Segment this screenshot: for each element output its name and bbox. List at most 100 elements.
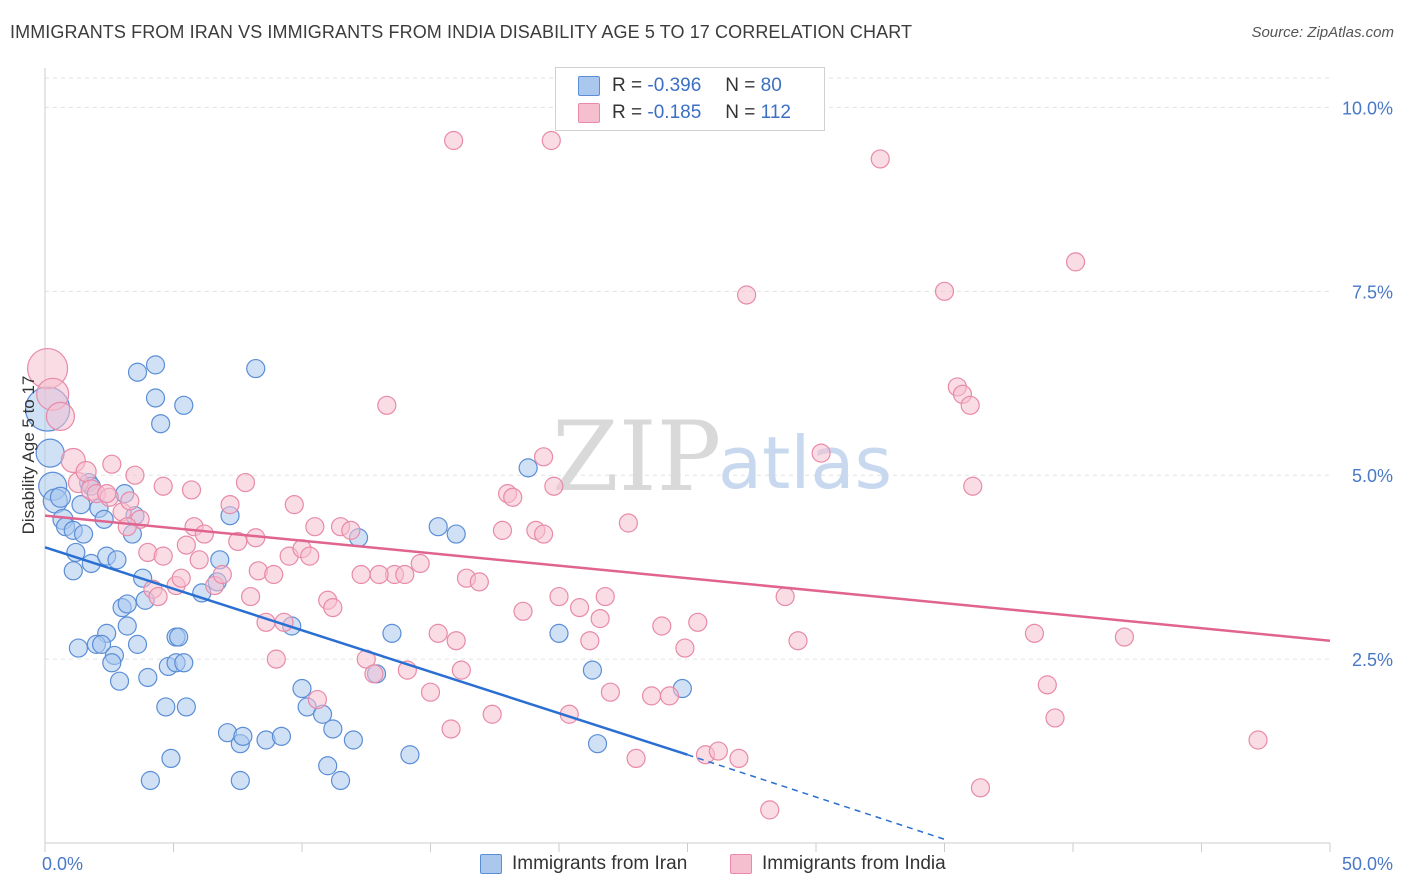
iran-point bbox=[102, 653, 122, 673]
india-point bbox=[533, 447, 554, 467]
india-point bbox=[181, 480, 202, 500]
iran-point bbox=[382, 623, 402, 643]
trend-lines bbox=[44, 514, 1331, 841]
india-point bbox=[323, 598, 343, 618]
india-point bbox=[153, 546, 173, 566]
series-india-points bbox=[26, 130, 1268, 820]
iran-point bbox=[271, 726, 292, 746]
iran-point bbox=[35, 438, 65, 468]
india-point bbox=[1024, 623, 1045, 643]
x-tick-label-max: 50.0% bbox=[1342, 854, 1393, 874]
legend-n-iran: 80 bbox=[760, 75, 782, 96]
legend-row-india: R = -0.185 N = 112 bbox=[578, 100, 791, 126]
bottom-legend-swatch-iran bbox=[480, 854, 502, 874]
india-point bbox=[75, 460, 97, 483]
india-point bbox=[97, 484, 117, 504]
iran-point bbox=[323, 719, 343, 739]
iran-point bbox=[587, 734, 608, 754]
iran-point bbox=[91, 634, 112, 654]
india-point bbox=[970, 778, 991, 798]
iran-point bbox=[151, 414, 171, 434]
india-point bbox=[284, 495, 304, 515]
iran-point bbox=[156, 697, 176, 717]
grid-lines bbox=[45, 77, 1330, 660]
chart-title: IMMIGRANTS FROM IRAN VS IMMIGRANTS FROM … bbox=[10, 22, 913, 42]
india-point bbox=[788, 631, 808, 651]
legend-row-iran: R = -0.396 N = 80 bbox=[578, 73, 782, 99]
watermark-zip: ZIP bbox=[552, 401, 721, 513]
bottom-legend-label-india: Immigrants from India bbox=[762, 853, 946, 874]
india-point bbox=[300, 546, 320, 566]
india-point bbox=[590, 609, 610, 629]
india-point bbox=[541, 130, 561, 151]
india-point bbox=[1065, 252, 1086, 272]
india-point bbox=[153, 476, 173, 496]
iran-point bbox=[176, 697, 196, 717]
india-point bbox=[194, 524, 214, 544]
india-point bbox=[420, 682, 441, 702]
india-point bbox=[266, 649, 286, 669]
india-point bbox=[212, 564, 232, 585]
legend-swatch-iran bbox=[578, 76, 600, 96]
iran-point bbox=[230, 770, 250, 791]
india-point bbox=[503, 487, 523, 507]
india-point bbox=[120, 491, 140, 511]
india-point bbox=[241, 586, 261, 607]
iran-point bbox=[127, 362, 148, 382]
iran-point bbox=[145, 388, 166, 408]
iran-point bbox=[169, 627, 189, 647]
india-point bbox=[305, 517, 325, 537]
india-point bbox=[870, 149, 890, 169]
india-point bbox=[189, 550, 209, 570]
india-point bbox=[45, 401, 76, 431]
india-point bbox=[410, 553, 430, 574]
iran-point bbox=[518, 458, 538, 478]
y-tick-label: 7.5% bbox=[1352, 282, 1393, 302]
india-point bbox=[811, 443, 831, 463]
india-point bbox=[102, 454, 122, 474]
iran-point bbox=[117, 594, 137, 614]
legend-n-india: 112 bbox=[760, 102, 791, 123]
tick-labels: 2.5% 5.0% 7.5% 10.0% 0.0% 50.0% bbox=[42, 98, 1393, 874]
iran-point bbox=[140, 770, 160, 791]
india-point bbox=[1045, 708, 1065, 728]
iran-point bbox=[71, 495, 91, 515]
bottom-legend-india: Immigrants from India bbox=[730, 852, 946, 876]
iran-point bbox=[161, 748, 181, 769]
iran-point bbox=[174, 653, 194, 673]
y-tick-label: 10.0% bbox=[1342, 98, 1393, 118]
india-point bbox=[760, 800, 780, 820]
india-point bbox=[228, 531, 248, 552]
iran-point bbox=[343, 730, 363, 750]
watermark-atlas: atlas bbox=[718, 421, 892, 505]
india-point bbox=[377, 395, 397, 415]
india-point bbox=[369, 564, 389, 585]
iran-point bbox=[318, 756, 338, 776]
iran-point bbox=[330, 770, 351, 791]
y-axis-label: Disability Age 5 to 17 bbox=[19, 376, 38, 535]
trend-line-india bbox=[44, 514, 1331, 642]
india-point bbox=[125, 465, 145, 485]
india-point bbox=[469, 572, 489, 592]
india-point bbox=[176, 535, 196, 555]
india-point bbox=[618, 513, 638, 533]
iran-point bbox=[127, 634, 148, 654]
india-point bbox=[446, 631, 466, 651]
watermark: ZIP atlas bbox=[552, 401, 892, 513]
india-point bbox=[444, 130, 464, 151]
india-point bbox=[544, 476, 564, 496]
india-point bbox=[513, 601, 533, 621]
iran-point bbox=[109, 671, 130, 691]
iran-point bbox=[63, 561, 83, 581]
india-point bbox=[659, 686, 680, 706]
y-tick-label: 5.0% bbox=[1352, 466, 1393, 486]
iran-point bbox=[233, 726, 253, 746]
iran-point bbox=[549, 623, 569, 643]
source-label: Source: ZipAtlas.com bbox=[1251, 24, 1394, 41]
legend-r-india: -0.185 bbox=[647, 102, 702, 123]
india-point bbox=[569, 598, 590, 618]
india-point bbox=[934, 281, 955, 301]
iran-point bbox=[428, 517, 448, 537]
iran-point bbox=[246, 358, 266, 379]
